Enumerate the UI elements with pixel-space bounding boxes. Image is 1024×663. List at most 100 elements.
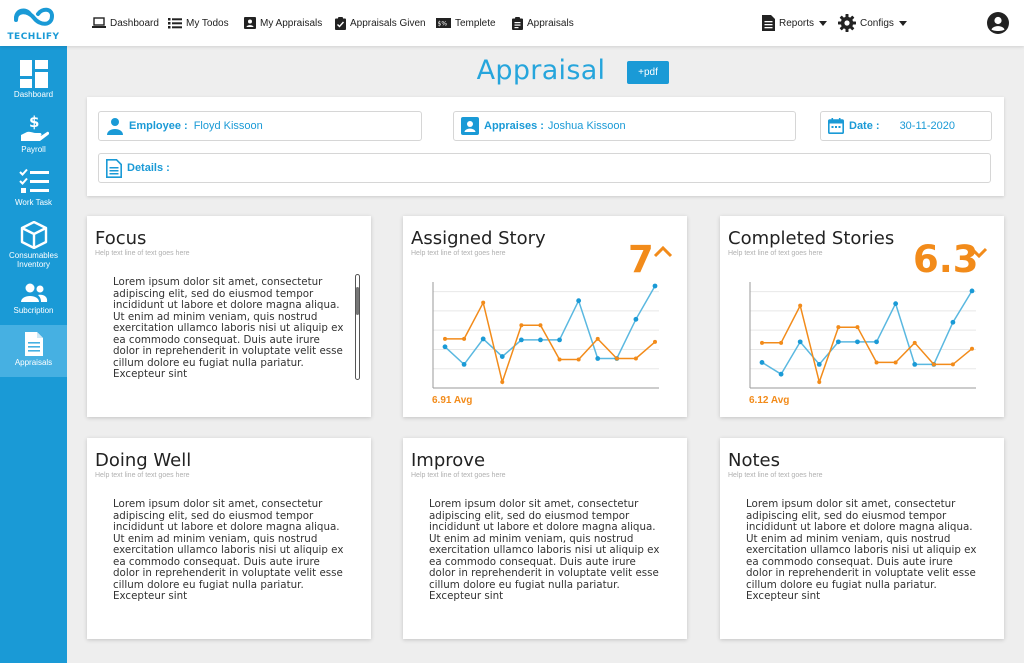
data-point [778,371,784,377]
appraises-field[interactable]: Appraises : Joshua Kissoon [453,111,796,141]
nav-templete[interactable]: $% Templete [436,0,496,46]
svg-text:$%: $% [438,21,448,28]
add-pdf-button[interactable]: +pdf [627,61,669,84]
data-point [461,362,467,367]
card-title: Doing Well [95,450,192,471]
details-field[interactable]: Details : [98,153,991,183]
series-line-0 [761,290,973,376]
data-point [970,346,974,351]
employee-field[interactable]: Employee : Floyd Kissoon [98,111,422,141]
data-point [633,316,639,322]
card-title: Assigned Story [411,228,546,249]
brand-name: TECHLIFY [7,32,60,42]
payroll-hand-dollar-icon: $ [20,113,49,141]
nav-appraisals-given[interactable]: Appraisals Given [335,0,426,46]
assigned-score: 7 [628,238,654,281]
sidebar-item-appraisals[interactable]: Appraisals [0,325,67,377]
clipboard-check-icon [335,16,346,30]
card-help-text: Help text line of text goes here [95,250,190,257]
gear-icon [838,14,856,32]
data-point [557,357,562,362]
data-point [576,357,581,362]
data-point [969,288,975,294]
techlify-logo[interactable]: TECHLIFY [0,0,67,46]
dashboard-grid-icon [19,60,48,88]
user-icon [107,118,123,135]
completed-avg: 6.12 Avg [749,395,790,406]
infinity-logo-icon [14,7,55,26]
sidebar: Dashboard $ Payroll Work Task Consumable… [0,46,67,663]
scrollbar-thumb[interactable] [356,287,359,315]
list-icon [168,18,182,29]
data-point [855,325,860,330]
configs-dropdown[interactable]: Configs [838,0,907,46]
chevron-down-icon [898,20,907,26]
data-point [931,362,936,367]
assigned-story-chart [432,282,659,389]
sidebar-item-subcription[interactable]: Subcription [0,282,67,334]
sidebar-item-payroll[interactable]: $ Payroll [0,113,67,165]
nav-my-appraisals-label: My Appraisals [260,17,323,29]
appraisal-info-panel: Employee : Floyd Kissoon Appraises : Jos… [87,97,1004,196]
focus-text: Lorem ipsum dolor sit amet, consectetur … [113,276,344,380]
data-point [835,339,841,345]
data-point [817,380,822,385]
data-point [874,360,879,365]
nav-appraisals[interactable]: Appraisals [512,0,574,46]
document-icon [24,332,43,356]
id-card-icon [244,17,256,29]
card-help-text: Help text line of text goes here [411,250,506,257]
document-text-icon [106,158,122,178]
data-point [442,344,448,350]
date-field[interactable]: Date : 30-11-2020 [820,111,992,141]
nav-my-appraisals[interactable]: My Appraisals [244,0,322,46]
data-point [538,323,543,328]
card-help-text: Help text line of text goes here [728,472,823,479]
nav-dashboard[interactable]: Dashboard [92,0,159,46]
data-point [912,340,917,345]
sidebar-item-work-task[interactable]: Work Task [0,168,67,220]
focus-scrollbar[interactable] [355,274,360,380]
card-title: Notes [728,450,780,471]
data-point [480,336,486,342]
data-point [912,362,918,367]
sidebar-item-label: Dashboard [13,90,54,99]
sidebar-item-label-line1: Consumables [9,251,58,260]
data-point [893,301,899,307]
sidebar-item-label: Work Task [14,198,53,207]
card-help-text: Help text line of text goes here [411,472,506,479]
improve-text: Lorem ipsum dolor sit amet, consectetur … [429,498,660,602]
sidebar-item-dashboard[interactable]: Dashboard [0,60,67,112]
page-title: Appraisal [476,55,606,86]
top-bar: TECHLIFY Dashboard My Todos My Appraisal… [0,0,1024,46]
appraises-value: Joshua Kissoon [547,120,626,132]
users-icon [20,283,47,302]
completed-stories-card: Completed Stories Help text line of text… [720,216,1004,417]
sidebar-item-label-line2: Inventory [17,260,50,269]
card-help-text: Help text line of text goes here [95,472,190,479]
card-title: Completed Stories [728,228,895,249]
nav-templete-label: Templete [455,17,496,29]
data-point [614,356,619,361]
clipboard-icon [512,16,523,30]
chevron-down-icon [970,247,988,258]
nav-my-todos[interactable]: My Todos [168,0,229,46]
user-avatar-icon[interactable] [987,12,1009,34]
completed-score: 6.3 [913,238,979,281]
data-point [874,339,879,345]
sidebar-item-label: Appraisals [14,358,53,367]
data-point [557,337,562,343]
sidebar-item-consumables-inventory[interactable]: Consumables Inventory [0,221,67,277]
data-point [518,337,524,343]
doing-well-card: Doing Well Help text line of text goes h… [87,438,371,639]
sidebar-item-label: Subcription [13,306,54,315]
data-point [633,356,638,361]
series-line-1 [445,300,656,385]
data-point [519,323,524,328]
series-line-1 [762,303,973,385]
data-point [760,340,764,345]
data-point [855,339,860,345]
date-label: Date : [849,120,880,132]
date-value: 30-11-2020 [899,120,956,132]
reports-dropdown[interactable]: Reports [762,0,828,46]
